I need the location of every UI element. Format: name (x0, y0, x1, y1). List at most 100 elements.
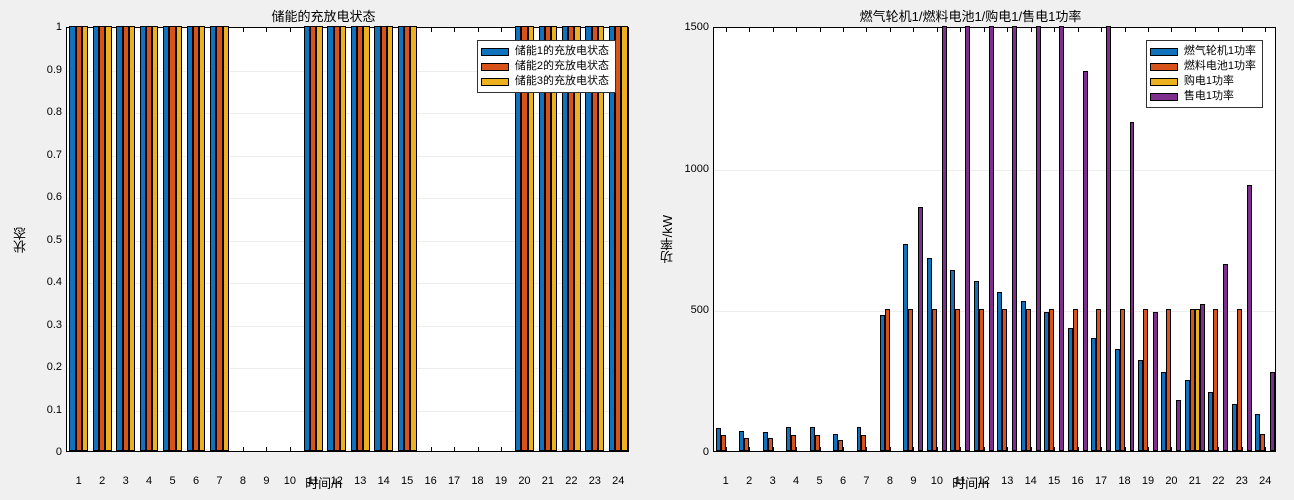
bar (838, 440, 843, 451)
ytick-label: 500 (691, 304, 709, 316)
xtick-label: 17 (1095, 475, 1107, 487)
xtick-label: 17 (448, 475, 460, 487)
right-panel: 燃气轮机1/燃料电池1/购电1/售电1功率 功率/kW 0 500 1000 1500… (647, 0, 1294, 500)
bar (1096, 309, 1101, 451)
xtick-label: 22 (1212, 475, 1224, 487)
xtick-label: 24 (612, 475, 624, 487)
bar (340, 26, 346, 451)
legend-item: 储能3的充放电状态 (481, 74, 609, 89)
right-ylabel: 功率/kW (658, 215, 677, 263)
bar (932, 309, 937, 451)
xtick-label: 19 (1142, 475, 1154, 487)
left-legend: 储能1的充放电状态储能2的充放电状态储能3的充放电状态 (477, 40, 616, 93)
right-yticks: 050010001500 (679, 27, 713, 452)
ytick-label: 0.5 (47, 234, 62, 246)
legend-label: 售电1功率 (1184, 89, 1234, 104)
bar (1223, 264, 1228, 451)
xtick-label: 15 (1048, 475, 1060, 487)
xtick-label: 13 (1001, 475, 1013, 487)
ytick-label: 0.3 (47, 319, 62, 331)
bar (621, 26, 627, 451)
bar (768, 438, 773, 451)
xtick-label: 11 (955, 475, 966, 487)
bar (1176, 400, 1181, 451)
bar (744, 438, 749, 451)
bar (1247, 185, 1252, 451)
right-ylabel-holder: 功率/kW (655, 27, 679, 452)
bar (861, 435, 866, 451)
xtick-label: 19 (495, 475, 507, 487)
legend-swatch (1150, 63, 1178, 71)
xtick-label: 5 (817, 475, 823, 487)
xtick-label: 18 (471, 475, 483, 487)
bar (105, 26, 111, 451)
xtick-label: 6 (193, 475, 199, 487)
left-panel: 储能的充放电状态 状态 00.10.20.30.40.50.60.70.80.9… (0, 0, 647, 500)
xtick-label: 4 (146, 475, 152, 487)
legend-swatch (1150, 78, 1178, 86)
figure: 储能的充放电状态 状态 00.10.20.30.40.50.60.70.80.9… (0, 0, 1294, 500)
legend-label: 储能1的充放电状态 (515, 44, 609, 59)
right-legend: 燃气轮机1功率燃料电池1功率购电1功率售电1功率 (1146, 40, 1263, 108)
bar (152, 26, 158, 451)
bar (1083, 71, 1088, 451)
left-xticks: 123456789101112131415161718192021222324 (67, 455, 628, 471)
legend-item: 储能2的充放电状态 (481, 59, 609, 74)
left-axes-wrap: 状态 00.10.20.30.40.50.60.70.80.91 储能1的充放电… (8, 27, 639, 452)
xtick-label: 8 (240, 475, 246, 487)
xtick-label: 9 (910, 475, 916, 487)
legend-label: 燃气轮机1功率 (1184, 44, 1256, 59)
xtick-label: 1 (723, 475, 729, 487)
bar (815, 435, 820, 451)
xtick-label: 12 (978, 475, 990, 487)
bar (989, 26, 994, 451)
bar (1200, 304, 1205, 451)
xtick-label: 18 (1118, 475, 1130, 487)
ytick-label: 1000 (685, 163, 709, 175)
xtick-label: 14 (1025, 475, 1037, 487)
left-ylabel: 状态 (11, 227, 30, 253)
legend-swatch (481, 63, 509, 71)
legend-label: 储能3的充放电状态 (515, 74, 609, 89)
xtick-label: 6 (840, 475, 846, 487)
xtick-label: 15 (401, 475, 413, 487)
legend-swatch (481, 78, 509, 86)
bar (1153, 312, 1158, 451)
ytick-label: 0 (56, 446, 62, 458)
xtick-label: 10 (284, 475, 296, 487)
ytick-label: 1500 (685, 21, 709, 33)
bar (1073, 309, 1078, 451)
bar (316, 26, 322, 451)
right-axes-wrap: 功率/kW 050010001500 燃气轮机1功率燃料电池1功率购电1功率售电… (655, 27, 1286, 452)
bar (791, 435, 796, 451)
xtick-label: 10 (931, 475, 943, 487)
bar (410, 26, 416, 451)
left-chart-title: 储能的充放电状态 (271, 6, 375, 25)
left-ylabel-holder: 状态 (8, 27, 32, 452)
bar (1120, 309, 1125, 451)
ytick-label: 0 (703, 446, 709, 458)
bar (1059, 26, 1064, 451)
xtick-label: 20 (518, 475, 530, 487)
legend-label: 购电1功率 (1184, 74, 1234, 89)
xtick-label: 4 (793, 475, 799, 487)
bar (1270, 372, 1275, 451)
xtick-label: 23 (1236, 475, 1248, 487)
right-chart-title: 燃气轮机1/燃料电池1/购电1/售电1功率 (860, 6, 1082, 25)
left-plot-area: 储能1的充放电状态储能2的充放电状态储能3的充放电状态 123456789101… (66, 27, 629, 452)
bar (1026, 309, 1031, 451)
bar (1143, 309, 1148, 451)
bar (223, 26, 229, 451)
xtick-label: 2 (746, 475, 752, 487)
xtick-label: 12 (331, 475, 343, 487)
legend-item: 燃料电池1功率 (1150, 59, 1256, 74)
bar (1166, 309, 1171, 451)
xtick-label: 13 (354, 475, 366, 487)
bar (942, 26, 947, 451)
bar (1260, 434, 1265, 451)
bar (1130, 122, 1135, 451)
xtick-label: 3 (770, 475, 776, 487)
bar (176, 26, 182, 451)
bar (129, 26, 135, 451)
bar (1106, 26, 1111, 451)
